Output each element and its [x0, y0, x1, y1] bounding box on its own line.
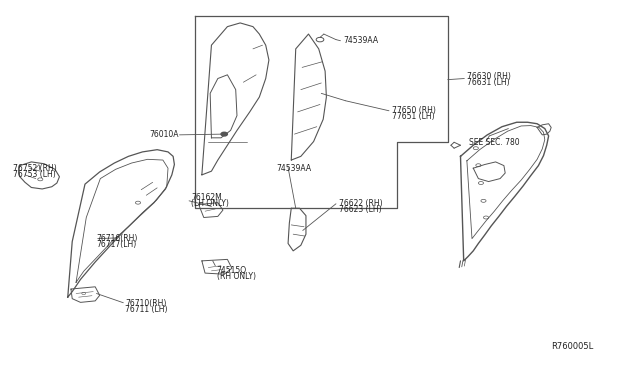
Text: 74515Q: 74515Q	[216, 266, 246, 275]
Text: 77650 (RH): 77650 (RH)	[392, 106, 435, 115]
Text: 76623 (LH): 76623 (LH)	[339, 205, 382, 214]
Text: 76631 (LH): 76631 (LH)	[467, 78, 509, 87]
Text: 76710(RH): 76710(RH)	[125, 299, 166, 308]
Text: SEE SEC. 780: SEE SEC. 780	[469, 138, 520, 147]
Text: R760005L: R760005L	[551, 341, 593, 350]
Text: 76752 (RH): 76752 (RH)	[13, 164, 57, 173]
Text: 74539AA: 74539AA	[343, 36, 378, 45]
Text: 76716(RH): 76716(RH)	[97, 234, 138, 243]
Text: 77651 (LH): 77651 (LH)	[392, 112, 434, 121]
Text: (LH ONLY): (LH ONLY)	[191, 199, 229, 208]
Text: 76753 (LH): 76753 (LH)	[13, 170, 56, 179]
Text: 76630 (RH): 76630 (RH)	[467, 72, 511, 81]
Text: (RH ONLY): (RH ONLY)	[216, 272, 255, 281]
Text: 74539AA: 74539AA	[276, 164, 312, 173]
Text: 76717(LH): 76717(LH)	[97, 240, 137, 249]
Text: 76010A: 76010A	[149, 130, 179, 140]
Text: 76711 (LH): 76711 (LH)	[125, 305, 168, 314]
Circle shape	[221, 132, 227, 136]
Text: 76622 (RH): 76622 (RH)	[339, 199, 383, 208]
Text: 76162M: 76162M	[191, 193, 221, 202]
